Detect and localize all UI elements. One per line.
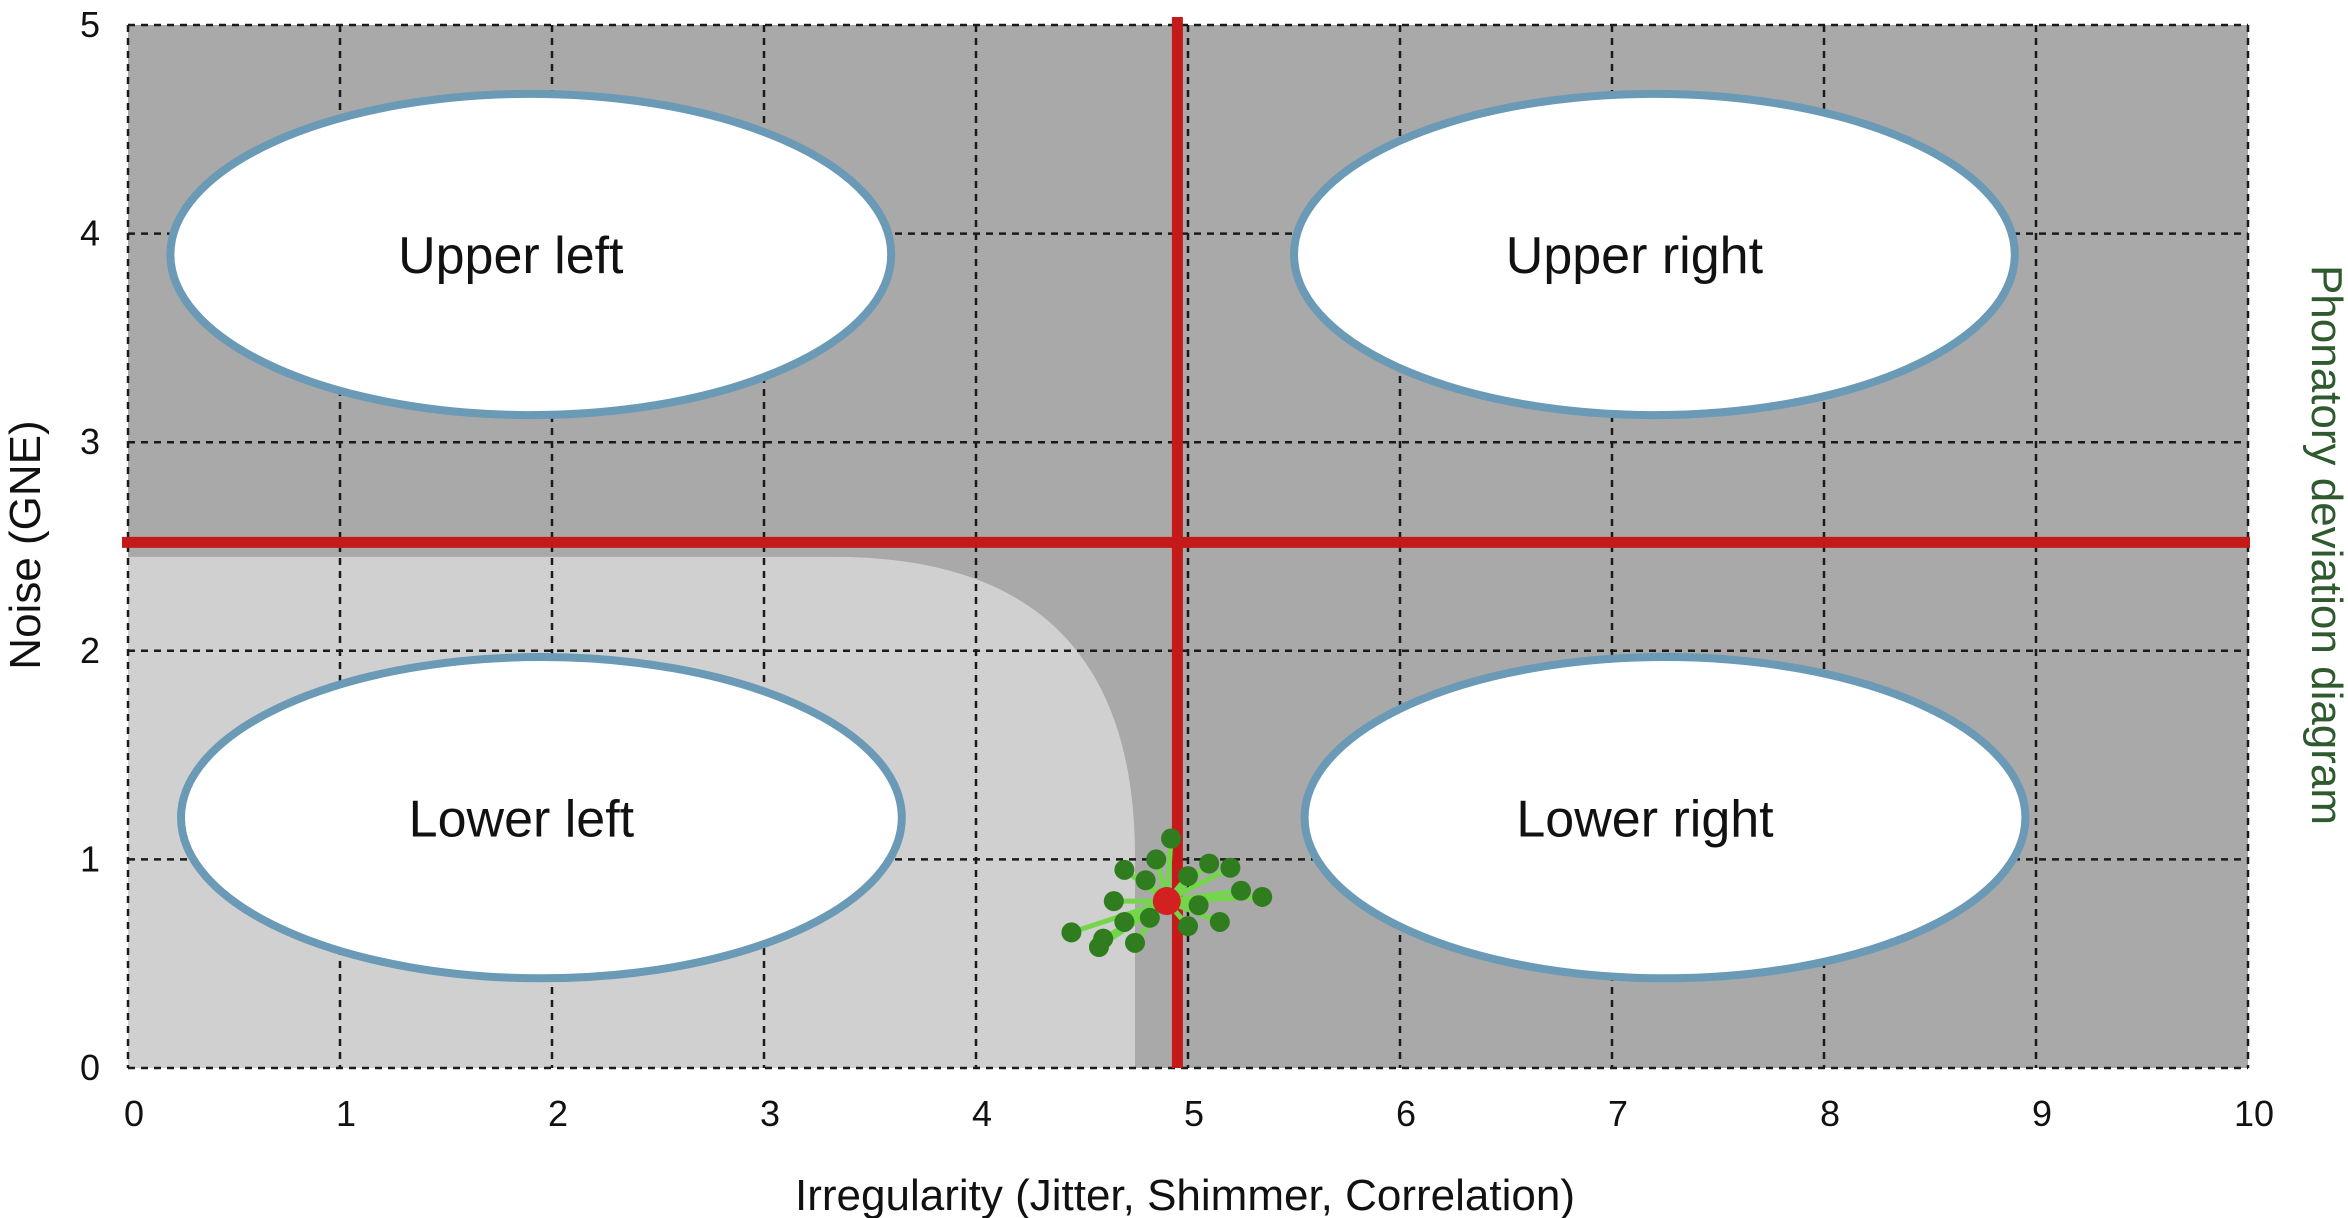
quadrant-ellipse-lower-right [1300, 653, 2030, 983]
x-tick-label: 8 [1820, 1093, 1840, 1134]
quadrant-label-lower-right: Lower right [1516, 790, 1774, 848]
quadrant-ellipse-upper-left [166, 89, 896, 420]
quadrant-ellipse-lower-left [177, 653, 906, 983]
data-points [1061, 828, 1273, 958]
x-tick-label: 10 [2234, 1093, 2274, 1134]
data-point [1103, 891, 1124, 912]
y-tick-label: 5 [80, 4, 100, 45]
data-point [1088, 937, 1109, 958]
x-tick-label: 7 [1608, 1093, 1628, 1134]
x-tick-label: 3 [760, 1093, 780, 1134]
y-tick-label: 3 [80, 421, 100, 462]
chart-title: Phonatory deviation diagram [2302, 265, 2348, 825]
mean-point [1152, 887, 1181, 916]
y-tick-label: 0 [80, 1047, 100, 1088]
data-point [1125, 932, 1145, 953]
x-axis-title: Irregularity (Jitter, Shimmer, Correlati… [795, 1171, 1575, 1218]
data-point [1252, 886, 1273, 907]
data-point [1209, 911, 1230, 932]
data-point [1161, 828, 1182, 849]
data-point [1135, 870, 1156, 891]
data-point [1114, 911, 1135, 932]
data-point [1139, 907, 1160, 928]
quadrant-label-upper-right: Upper right [1506, 227, 1764, 285]
y-tick-label: 4 [80, 213, 100, 254]
x-tick-label: 2 [548, 1093, 568, 1134]
data-point [1231, 880, 1251, 901]
data-point [1061, 922, 1082, 943]
x-tick-label: 4 [972, 1093, 992, 1134]
data-point [1199, 853, 1220, 874]
y-axis-title: Noise (GNE) [1, 420, 50, 669]
quadrant-ellipse-upper-right [1290, 89, 2019, 420]
data-point [1114, 859, 1135, 880]
data-point [1220, 857, 1241, 878]
quadrant-label-lower-left: Lower left [409, 790, 635, 848]
x-tick-label: 1 [336, 1093, 356, 1134]
x-tick-label: 9 [2032, 1093, 2052, 1134]
data-point [1178, 866, 1198, 887]
x-tick-label: 5 [1184, 1093, 1204, 1134]
x-tick-label: 0 [124, 1093, 144, 1134]
tick-labels: 0 1 2 3 4 5 6 7 8 9 10 0 1 2 3 4 5 [80, 4, 2274, 1134]
data-point [1188, 895, 1209, 916]
data-point [1178, 916, 1198, 937]
quadrant-label-upper-left: Upper left [398, 227, 624, 285]
data-point [1146, 849, 1167, 870]
x-tick-label: 6 [1396, 1093, 1416, 1134]
y-tick-label: 2 [80, 630, 100, 671]
quadrant-ellipses: Upper left Upper right Lower left Lower rig… [166, 89, 2030, 983]
y-tick-label: 1 [80, 838, 100, 879]
